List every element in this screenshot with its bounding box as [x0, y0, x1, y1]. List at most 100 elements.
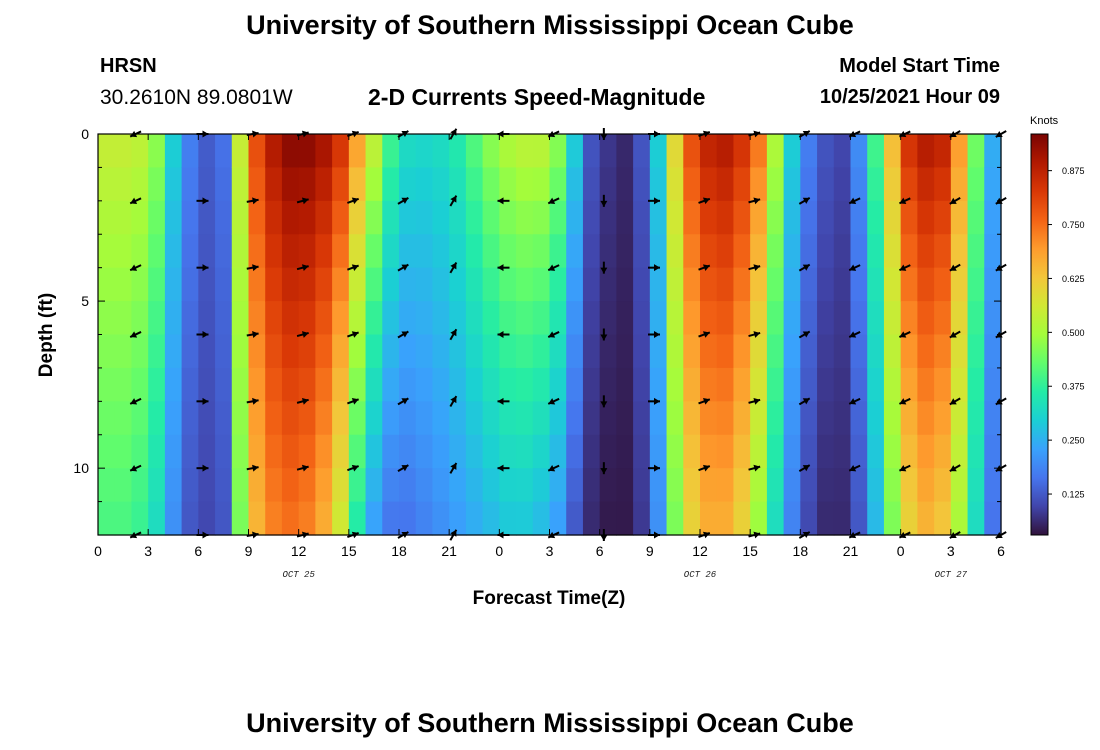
- x-tick-label: 15: [742, 543, 758, 559]
- heatmap-cell: [231, 367, 250, 402]
- heatmap-cell: [666, 200, 684, 235]
- heatmap-cell: [98, 167, 116, 202]
- heatmap-cell: [683, 267, 701, 302]
- heatmap-cell: [382, 200, 400, 235]
- heatmap-cell: [616, 234, 634, 269]
- heatmap-cell: [449, 334, 467, 369]
- heatmap-cell: [516, 134, 534, 169]
- heatmap-cell: [917, 301, 935, 336]
- heatmap-cell: [315, 167, 333, 202]
- heatmap-cell: [449, 501, 467, 536]
- heatmap-cell: [281, 167, 300, 202]
- heatmap-cell: [683, 334, 701, 369]
- heatmap-cell: [98, 234, 116, 269]
- heatmap-cell: [516, 301, 534, 336]
- heatmap-cell: [482, 301, 500, 336]
- heatmap-cell: [365, 200, 383, 235]
- current-arrow: [497, 331, 510, 338]
- x-axis-title: Forecast Time(Z): [473, 588, 626, 609]
- current-arrow: [196, 397, 209, 405]
- heatmap-cell: [766, 301, 785, 336]
- heatmap-cell: [867, 200, 885, 235]
- heatmap-cell: [231, 401, 250, 436]
- heatmap-cell: [399, 134, 417, 169]
- heatmap-cell: [265, 434, 283, 469]
- heatmap-cell: [482, 167, 500, 202]
- x-tick-label: 3: [546, 543, 554, 559]
- heatmap-cell: [298, 401, 316, 436]
- heatmap-cell: [449, 234, 467, 269]
- current-arrow: [196, 464, 209, 472]
- current-arrow: [547, 264, 560, 272]
- heatmap-cell: [231, 468, 250, 503]
- heatmap-cell: [449, 367, 467, 402]
- heatmap-cell: [582, 468, 601, 503]
- current-arrow: [347, 197, 359, 205]
- heatmap-cell: [750, 434, 768, 469]
- heatmap-cell: [666, 334, 684, 369]
- heatmap-cell: [482, 401, 500, 436]
- heatmap-cell: [114, 501, 133, 536]
- heatmap-cell: [549, 301, 567, 336]
- heatmap-cell: [365, 267, 383, 302]
- heatmap-cell: [984, 401, 1002, 436]
- heatmap-cell: [482, 267, 500, 302]
- heatmap-cell: [281, 200, 300, 235]
- heatmap-cell: [766, 334, 785, 369]
- heatmap-cell: [449, 134, 467, 169]
- heatmap-cell: [415, 167, 434, 202]
- heatmap-cell: [348, 134, 367, 169]
- heatmap-cell: [248, 501, 266, 536]
- heatmap-cell: [98, 334, 116, 369]
- heatmap-cell: [432, 301, 450, 336]
- heatmap-cell: [131, 501, 149, 536]
- x-tick-label: 6: [194, 543, 202, 559]
- heatmap-cell: [181, 267, 199, 302]
- heatmap-cell: [716, 267, 735, 302]
- heatmap-cell: [549, 234, 567, 269]
- heatmap-cell: [449, 401, 467, 436]
- heatmap-cell: [415, 401, 434, 436]
- heatmap-cell: [131, 167, 149, 202]
- heatmap-cell: [733, 167, 751, 202]
- heatmap-cell: [449, 301, 467, 336]
- heatmap-cell: [666, 234, 684, 269]
- heatmap-cell: [298, 200, 316, 235]
- heatmap-cell: [98, 468, 116, 503]
- x-tick-label: 9: [646, 543, 654, 559]
- heatmap-cell: [750, 334, 768, 369]
- heatmap-cell: [817, 401, 835, 436]
- heatmap-cell: [499, 401, 517, 436]
- heatmap-cell: [215, 234, 233, 269]
- station-coordinates: 30.2610N 89.0801W: [100, 86, 293, 109]
- heatmap-cell: [265, 401, 283, 436]
- heatmap-cell: [181, 200, 199, 235]
- heatmap-cell: [482, 367, 500, 402]
- heatmap-cell: [900, 234, 918, 269]
- heatmap-cell: [683, 167, 701, 202]
- heatmap-cell: [131, 134, 149, 169]
- heatmap-cell: [850, 501, 868, 536]
- heatmap-cell: [549, 167, 567, 202]
- heatmap-cell: [415, 134, 434, 169]
- heatmap-cell: [298, 167, 316, 202]
- heatmap-cell: [883, 267, 902, 302]
- heatmap-cell: [265, 134, 283, 169]
- heatmap-cell: [231, 301, 250, 336]
- y-tick-label: 5: [81, 293, 89, 309]
- heatmap-cell: [131, 301, 149, 336]
- heatmap-cell: [131, 234, 149, 269]
- heatmap-cell: [883, 367, 902, 402]
- heatmap-cell: [449, 267, 467, 302]
- heatmap-cell: [967, 234, 985, 269]
- heatmap-cell: [599, 301, 617, 336]
- heatmap-cell: [800, 167, 818, 202]
- heatmap-cell: [499, 167, 517, 202]
- heatmap-cell: [248, 468, 266, 503]
- heatmap-cell: [700, 401, 718, 436]
- heatmap-cell: [198, 334, 216, 369]
- heatmap-cell: [298, 301, 316, 336]
- heatmap-cell: [365, 334, 383, 369]
- heatmap-cell: [131, 468, 149, 503]
